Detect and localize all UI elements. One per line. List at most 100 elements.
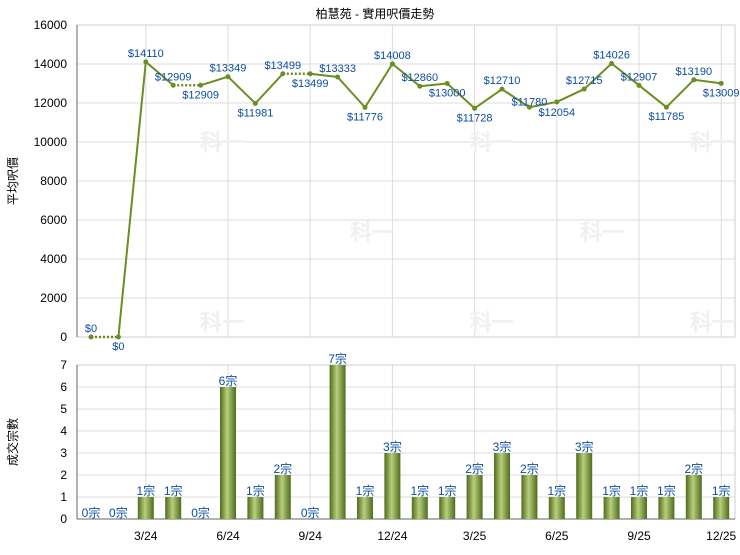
series-line-segment (200, 75, 229, 87)
watermark: 科一 (470, 310, 514, 335)
bar (713, 497, 730, 519)
data-point (417, 83, 423, 89)
data-label: $13190 (675, 66, 712, 78)
data-label: $14110 (128, 48, 164, 60)
data-point (444, 81, 450, 86)
bar-label: 1宗 (602, 483, 621, 498)
bar-label: 1宗 (356, 483, 375, 498)
series-line-segment (364, 63, 394, 108)
data-label: $0 (85, 323, 97, 335)
y-tick-label: 4 (60, 424, 67, 438)
x-tick-label: 9/25 (627, 529, 651, 543)
count-y-axis-label: 成交宗數 (5, 418, 20, 466)
series-line-segment (145, 61, 174, 87)
bar-label: 1宗 (657, 483, 676, 498)
data-point (581, 86, 587, 92)
bar (329, 365, 346, 519)
data-point (362, 104, 368, 110)
y-tick-label: 8000 (40, 174, 67, 188)
data-label: $12054 (538, 107, 575, 119)
bar-label: 2宗 (273, 461, 292, 476)
bar-label: 2宗 (684, 461, 703, 476)
y-tick-label: 7 (60, 358, 67, 372)
price-y-axis-label: 平均呎價 (6, 157, 20, 205)
bar (466, 475, 483, 519)
y-tick-label: 0 (60, 330, 67, 344)
data-label: $0 (112, 341, 124, 353)
y-tick-label: 14000 (34, 57, 68, 71)
data-point (691, 77, 697, 83)
bar-label: 1宗 (410, 483, 429, 498)
data-label: $13009 (703, 87, 740, 99)
series-line-segment (665, 79, 695, 108)
data-label: $14008 (374, 50, 411, 62)
data-point (307, 71, 313, 77)
series-line-segment (117, 61, 147, 338)
y-tick-label: 5 (60, 402, 67, 416)
series-line-segment (446, 82, 476, 110)
series-line-segment (638, 84, 668, 108)
data-point (115, 334, 121, 340)
data-label: $12907 (621, 71, 658, 83)
data-label: $12909 (155, 71, 192, 83)
watermark: 科一 (200, 310, 244, 335)
bar (411, 497, 428, 519)
data-point (225, 74, 231, 80)
data-point (143, 59, 149, 65)
bar (603, 497, 620, 519)
bar (384, 453, 401, 519)
bar-label: 1宗 (712, 483, 731, 498)
data-point (718, 80, 724, 86)
x-tick-label: 12/25 (706, 529, 736, 543)
data-point (88, 334, 94, 340)
data-point (636, 82, 642, 88)
bar-label: 3宗 (575, 439, 594, 454)
series-line-segment (336, 76, 366, 109)
x-tick-label: 3/25 (463, 529, 487, 543)
data-label: $12860 (401, 72, 438, 84)
series-line-segment (254, 73, 284, 105)
bar-label: 3宗 (493, 439, 512, 454)
data-label: $12710 (484, 75, 521, 87)
y-tick-label: 0 (60, 512, 67, 526)
chart-title: 柏慧苑 - 實用呎價走勢 (316, 6, 435, 21)
bar (165, 497, 182, 519)
data-label: $13499 (264, 60, 301, 72)
x-tick-label: 3/24 (134, 529, 158, 543)
bar-label: 6宗 (219, 373, 238, 388)
data-label: $13349 (210, 63, 247, 75)
series-line-segment (310, 72, 338, 78)
series-line-segment (419, 82, 448, 88)
bar (631, 497, 647, 519)
bar (658, 497, 675, 519)
data-point (198, 82, 204, 88)
bar-label: 1宗 (246, 483, 265, 498)
data-label: $14026 (593, 49, 630, 61)
watermark: 科一 (200, 130, 244, 155)
data-label: $11981 (237, 107, 273, 119)
bar-label: 1宗 (164, 483, 183, 498)
data-label: $12715 (566, 75, 603, 87)
x-tick-label: 6/24 (216, 529, 240, 543)
bar-label: 2宗 (465, 461, 484, 476)
series-line-segment (501, 88, 530, 109)
bar-label: 7宗 (328, 351, 347, 366)
data-label: $11728 (457, 112, 493, 124)
x-tick-label: 6/25 (545, 529, 569, 543)
series-line-segment (693, 78, 722, 85)
bar-label: 1宗 (136, 483, 155, 498)
data-point (472, 105, 478, 111)
bar (576, 453, 593, 519)
x-tick-label: 12/24 (377, 529, 407, 543)
data-label: $11785 (648, 111, 684, 123)
bar (494, 453, 510, 519)
bar (357, 497, 373, 519)
bar-label: 1宗 (547, 483, 566, 498)
data-point (335, 74, 341, 80)
bar (548, 497, 565, 519)
bar-label: 0宗 (191, 505, 210, 520)
bar (521, 475, 538, 519)
y-tick-label: 10000 (34, 135, 68, 149)
y-tick-label: 6 (60, 380, 67, 394)
data-point (663, 104, 669, 110)
